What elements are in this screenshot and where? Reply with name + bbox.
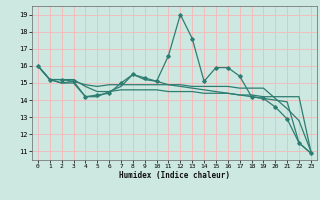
- X-axis label: Humidex (Indice chaleur): Humidex (Indice chaleur): [119, 171, 230, 180]
